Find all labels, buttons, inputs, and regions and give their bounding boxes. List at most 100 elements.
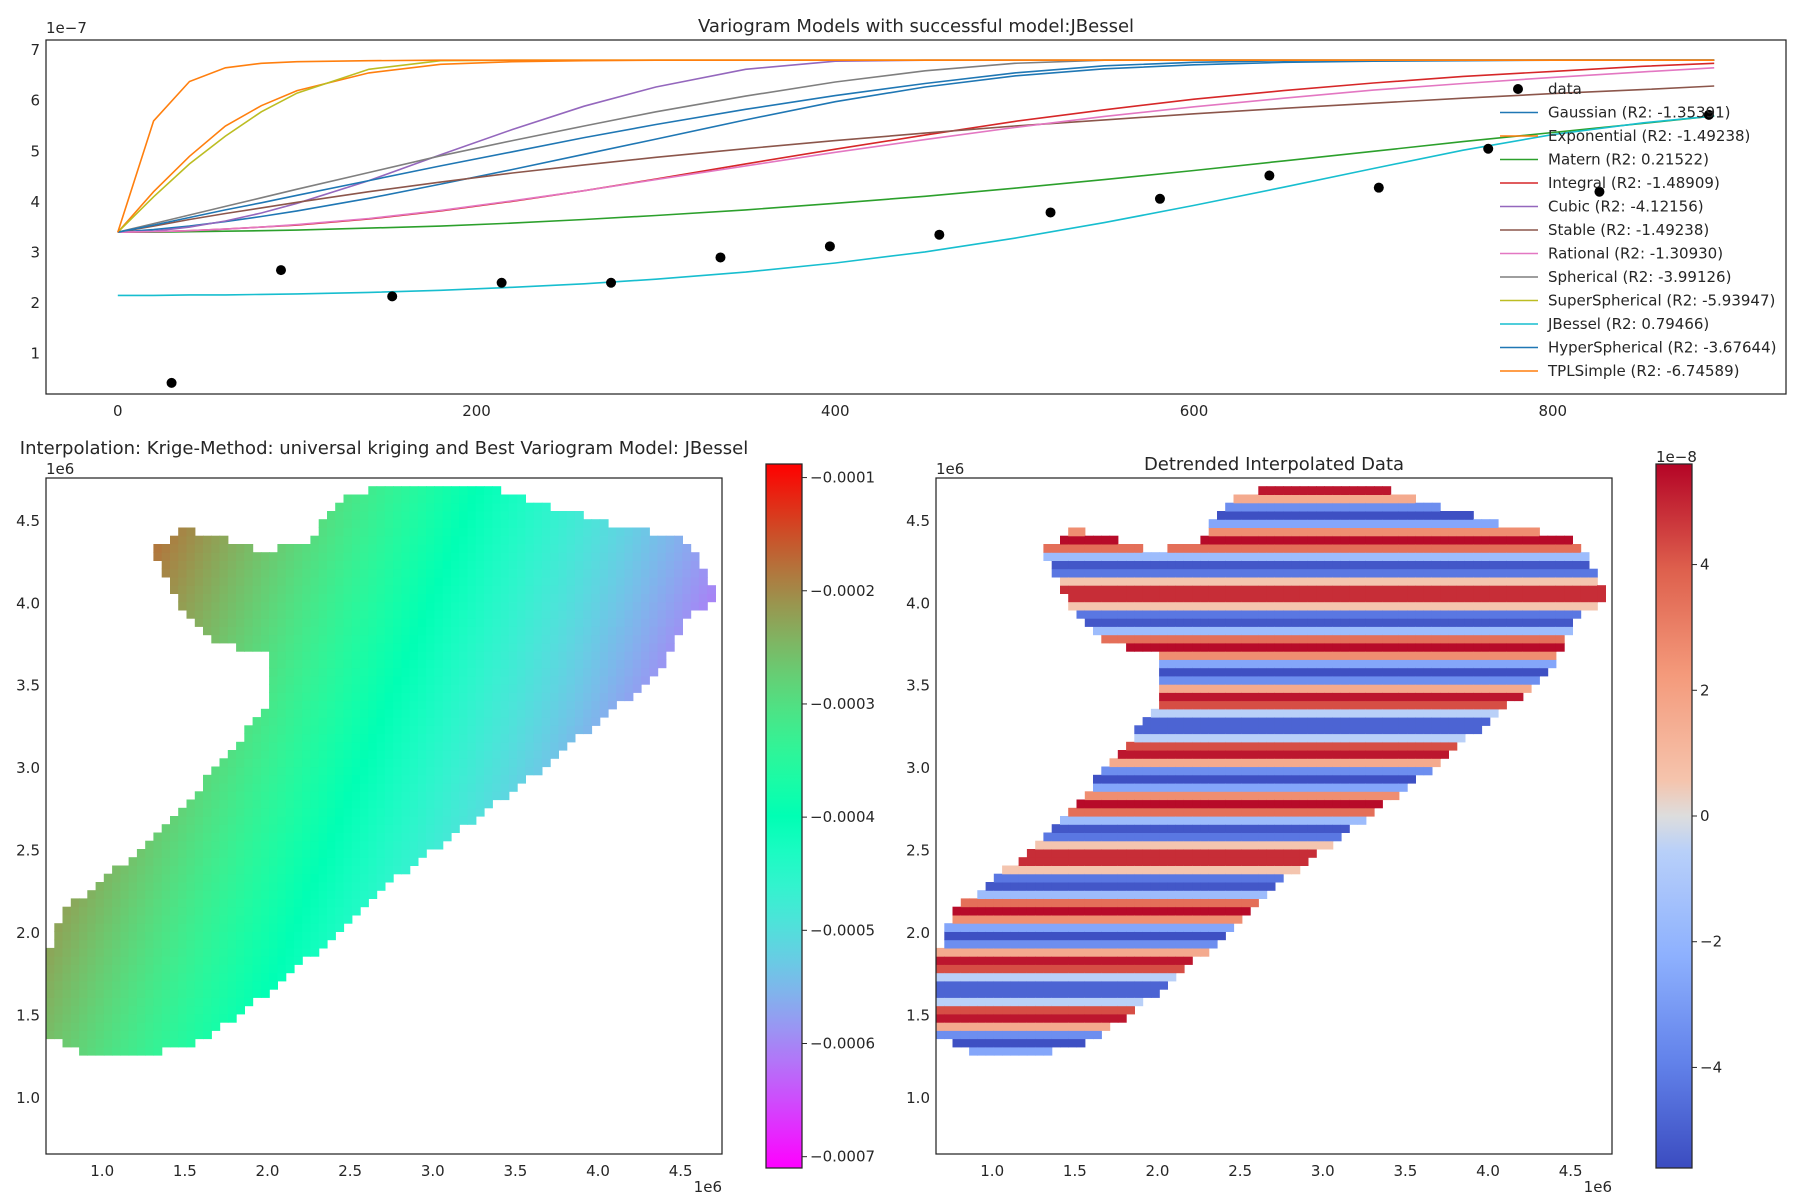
heatmap-cell [533,560,543,570]
heatmap-cell [1291,502,1301,512]
heatmap-cell [1167,675,1177,685]
heatmap-cell [475,774,485,784]
heatmap-cell [698,593,708,603]
heatmap-cell [310,609,320,619]
heatmap-cell [1316,832,1325,842]
heatmap-cell [1142,840,1152,850]
heatmap-cell [227,980,237,990]
heatmap-cell [641,659,650,669]
heatmap-cell [674,618,683,627]
heatmap-cell [1101,552,1111,561]
heatmap-cell [1241,502,1251,512]
heatmap-cell [426,758,435,768]
heatmap-cell [227,585,237,594]
heatmap-cell [128,898,138,908]
heatmap-cell [1217,832,1226,842]
heatmap-cell [657,634,667,644]
heatmap-cell [1192,741,1202,751]
heatmap-cell [1060,832,1069,842]
heatmap-cell [1266,651,1276,660]
heatmap-cell [517,634,526,644]
heatmap-cell [1374,552,1383,561]
heatmap-cell [533,502,543,512]
heatmap-cell [194,914,204,924]
heatmap-cell [178,1013,188,1023]
heatmap-cell [293,758,303,768]
heatmap-cell [87,972,97,982]
heatmap-cell [335,824,345,833]
heatmap-cell [1274,741,1284,751]
heatmap-cell [293,552,303,561]
heatmap-cell [170,964,179,974]
heatmap-cell [277,791,287,801]
heatmap-cell [401,807,411,817]
heatmap-cell [178,601,188,611]
heatmap-cell [293,659,303,669]
heatmap-cell [393,601,402,611]
heatmap-cell [1192,890,1202,899]
heatmap-cell [1357,585,1367,594]
heatmap-cell [1225,733,1235,743]
heatmap-cell [1192,552,1202,561]
heatmap-cell [360,560,369,570]
heatmap-cell [343,733,353,743]
heatmap-cell [244,799,254,809]
heatmap-cell [393,568,402,578]
heatmap-cell [1233,882,1243,891]
heatmap-cell [1208,774,1218,784]
heatmap-cell [236,865,245,875]
heatmap-cell [153,939,163,949]
heatmap-cell [1250,774,1259,784]
heatmap-cell [632,535,642,545]
heatmap-cell [227,898,237,908]
heatmap-cell [219,972,229,982]
heatmap-cell [1374,626,1383,636]
heatmap-cell [1192,626,1202,636]
heatmap-cell [1167,947,1177,957]
heatmap-cell [1159,849,1168,858]
heatmap-cell [1117,560,1127,570]
heatmap-cell [236,914,245,924]
heatmap-cell [1167,923,1177,932]
heatmap-cell [335,783,345,792]
heatmap-cell [351,700,361,710]
heatmap-cell [550,535,559,545]
heatmap-cell [46,972,55,982]
heatmap-cell [1026,956,1036,965]
heatmap-cell [1274,708,1284,718]
heatmap-cell [1192,618,1202,627]
heatmap-cell [665,544,675,553]
heatmap-cell [87,898,97,908]
heatmap-cell [1126,750,1135,759]
heatmap-cell [376,799,386,809]
heatmap-cell [1374,494,1383,504]
heatmap-cell [1374,634,1383,644]
heatmap-cell [1340,519,1350,528]
heatmap-cell [343,700,353,710]
heatmap-cell [153,882,163,891]
heatmap-cell [393,626,402,636]
heatmap-cell [368,708,378,718]
heatmap-cell [993,1022,1003,1031]
heatmap-cell [517,766,526,776]
heatmap-cell [1291,741,1301,751]
heatmap-cell [1340,576,1350,586]
heatmap-cell [558,552,568,561]
heatmap-cell [508,535,518,545]
heatmap-cell [120,1030,130,1040]
heatmap-cell [260,774,270,784]
heatmap-cell [1349,741,1359,751]
heatmap-cell [1357,741,1367,751]
heatmap-cell [1117,774,1127,784]
heatmap-cell [136,857,146,866]
heatmap-cell [252,560,262,570]
heatmap-cell [219,1005,229,1015]
heatmap-cell [467,609,477,619]
heatmap-cell [376,807,386,817]
heatmap-cell [376,552,386,561]
heatmap-cell [1175,807,1185,817]
heatmap-cell [541,733,551,743]
heatmap-cell [533,725,543,735]
heatmap-cell [1109,849,1119,858]
variogram-data-points [166,109,1714,388]
